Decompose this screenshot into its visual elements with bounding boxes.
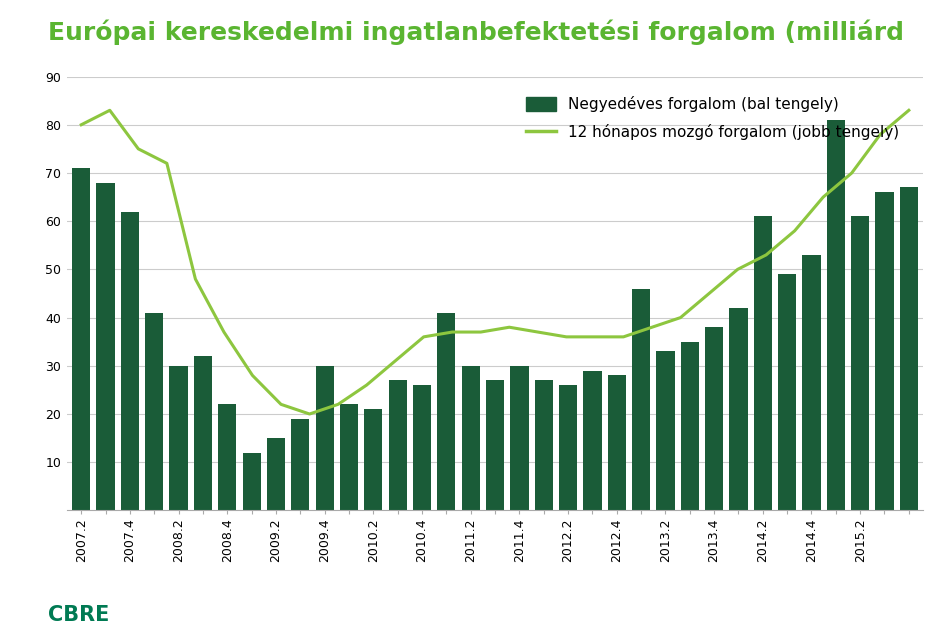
Text: CBRE: CBRE xyxy=(48,605,109,625)
Bar xyxy=(243,452,261,510)
Bar xyxy=(486,380,505,510)
Bar xyxy=(169,366,188,510)
Bar xyxy=(754,216,772,510)
Bar xyxy=(900,188,918,510)
Bar xyxy=(437,313,455,510)
Bar xyxy=(632,288,650,510)
Bar xyxy=(315,366,334,510)
Bar xyxy=(121,212,139,510)
Bar xyxy=(218,404,236,510)
Bar xyxy=(851,216,869,510)
Bar xyxy=(826,120,845,510)
Bar xyxy=(145,313,164,510)
Bar xyxy=(705,327,724,510)
Bar xyxy=(413,385,431,510)
Bar xyxy=(365,409,383,510)
Bar xyxy=(778,274,796,510)
Bar xyxy=(72,168,90,510)
Bar xyxy=(803,255,821,510)
Legend: Negyedéves forgalom (bal tengely), 12 hónapos mozgó forgalom (jobb tengely): Negyedéves forgalom (bal tengely), 12 hó… xyxy=(518,89,907,148)
Bar xyxy=(96,182,114,510)
Bar xyxy=(681,342,699,510)
Bar xyxy=(510,366,528,510)
Bar xyxy=(267,438,285,510)
Text: Európai kereskedelmi ingatlanbefektetési forgalom (milliárd: Európai kereskedelmi ingatlanbefektetési… xyxy=(48,19,904,45)
Bar xyxy=(340,404,358,510)
Bar xyxy=(607,375,625,510)
Bar xyxy=(462,366,480,510)
Bar xyxy=(584,371,602,510)
Bar xyxy=(535,380,553,510)
Bar xyxy=(559,385,577,510)
Bar xyxy=(388,380,407,510)
Bar xyxy=(876,192,894,510)
Bar xyxy=(194,356,212,510)
Bar xyxy=(729,308,747,510)
Bar xyxy=(656,352,675,510)
Bar xyxy=(291,419,309,510)
